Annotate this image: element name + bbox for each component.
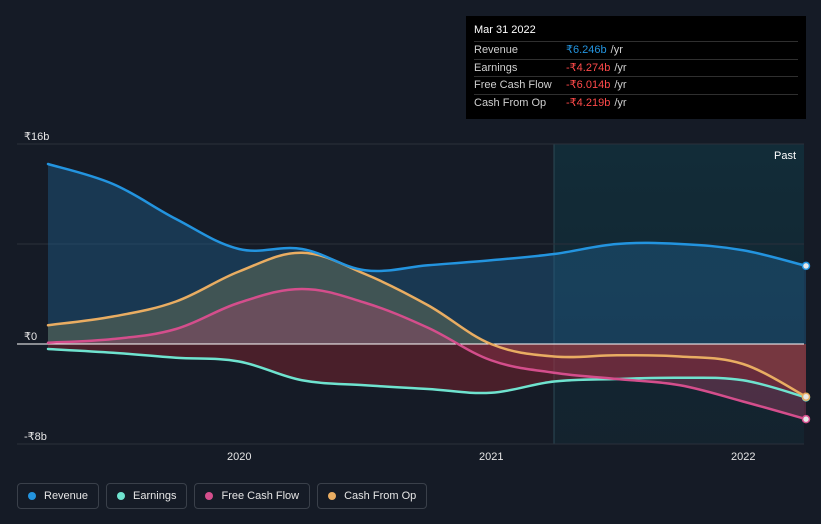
tooltip-row-earnings: Earnings -₹4.274b /yr [474, 58, 798, 77]
x-tick-label-2021: 2021 [479, 451, 504, 463]
tooltip-row-unit: /yr [614, 79, 627, 91]
tooltip-row-cash-from-op: Cash From Op -₹4.219b /yr [474, 93, 798, 112]
series-endpoint-revenue [801, 261, 811, 271]
tooltip-row-label: Earnings [474, 61, 518, 74]
tooltip-row-label: Free Cash Flow [474, 79, 552, 91]
tooltip-row-value: ₹6.246b [566, 44, 607, 56]
y-tick-label-zero: ₹0 [24, 331, 38, 343]
past-region-shade [554, 144, 804, 444]
area-free-cash-flow [48, 289, 806, 420]
series-endpoint-free-cash-flow [801, 414, 811, 424]
legend-item-revenue[interactable]: Revenue [17, 483, 100, 509]
legend-dot-icon [205, 492, 214, 500]
legend-item-earnings[interactable]: Earnings [106, 483, 188, 509]
y-tick-label-top: ₹16b [24, 131, 50, 143]
series-line-revenue [46, 162, 808, 273]
legend-dot-icon [28, 492, 36, 500]
area-cash-from-op [48, 252, 806, 397]
tooltip-row-label: Revenue [474, 44, 519, 56]
tooltip-date: Mar 31 2022 [474, 24, 536, 36]
legend-label: Cash From Op [344, 490, 417, 502]
tooltip-row-revenue: Revenue ₹6.246b /yr [474, 41, 798, 59]
legend-dot-icon [328, 492, 337, 500]
x-tick-label-2022: 2022 [731, 451, 756, 463]
series-line-free-cash-flow [46, 287, 808, 421]
series-line-earnings [46, 347, 808, 399]
tooltip-row-value: -₹6.014b [566, 79, 611, 91]
tooltip-row-free-cash-flow: Free Cash Flow -₹6.014b /yr [474, 76, 798, 94]
legend-label: Free Cash Flow [221, 490, 300, 502]
legend-label: Revenue [44, 490, 89, 502]
chart-legend: Revenue Earnings Free Cash Flow Cash Fro… [17, 483, 428, 509]
series-endpoint-cash-from-op [801, 392, 811, 401]
tooltip-row-unit: /yr [610, 44, 623, 56]
tooltip-row-label: Cash From Op [474, 96, 547, 109]
legend-item-free-cash-flow[interactable]: Free Cash Flow [194, 483, 311, 509]
data-tooltip: Mar 31 2022 Revenue ₹6.246b /yr Earnings… [466, 16, 806, 119]
area-negative-earnings [48, 344, 806, 398]
legend-item-cash-from-op[interactable]: Cash From Op [317, 483, 428, 509]
tooltip-row-value: -₹4.219b [566, 96, 611, 109]
tooltip-row-unit: /yr [614, 96, 627, 109]
area-revenue [48, 164, 806, 344]
x-tick-label-2020: 2020 [227, 451, 252, 463]
tooltip-row-value: -₹4.274b [566, 61, 611, 74]
past-label: Past [774, 150, 797, 162]
series-line-cash-from-op [46, 251, 808, 398]
legend-label: Earnings [133, 490, 177, 502]
tooltip-row-unit: /yr [614, 61, 627, 74]
legend-dot-icon [117, 492, 126, 500]
y-tick-label-bottom: -₹8b [24, 431, 47, 443]
